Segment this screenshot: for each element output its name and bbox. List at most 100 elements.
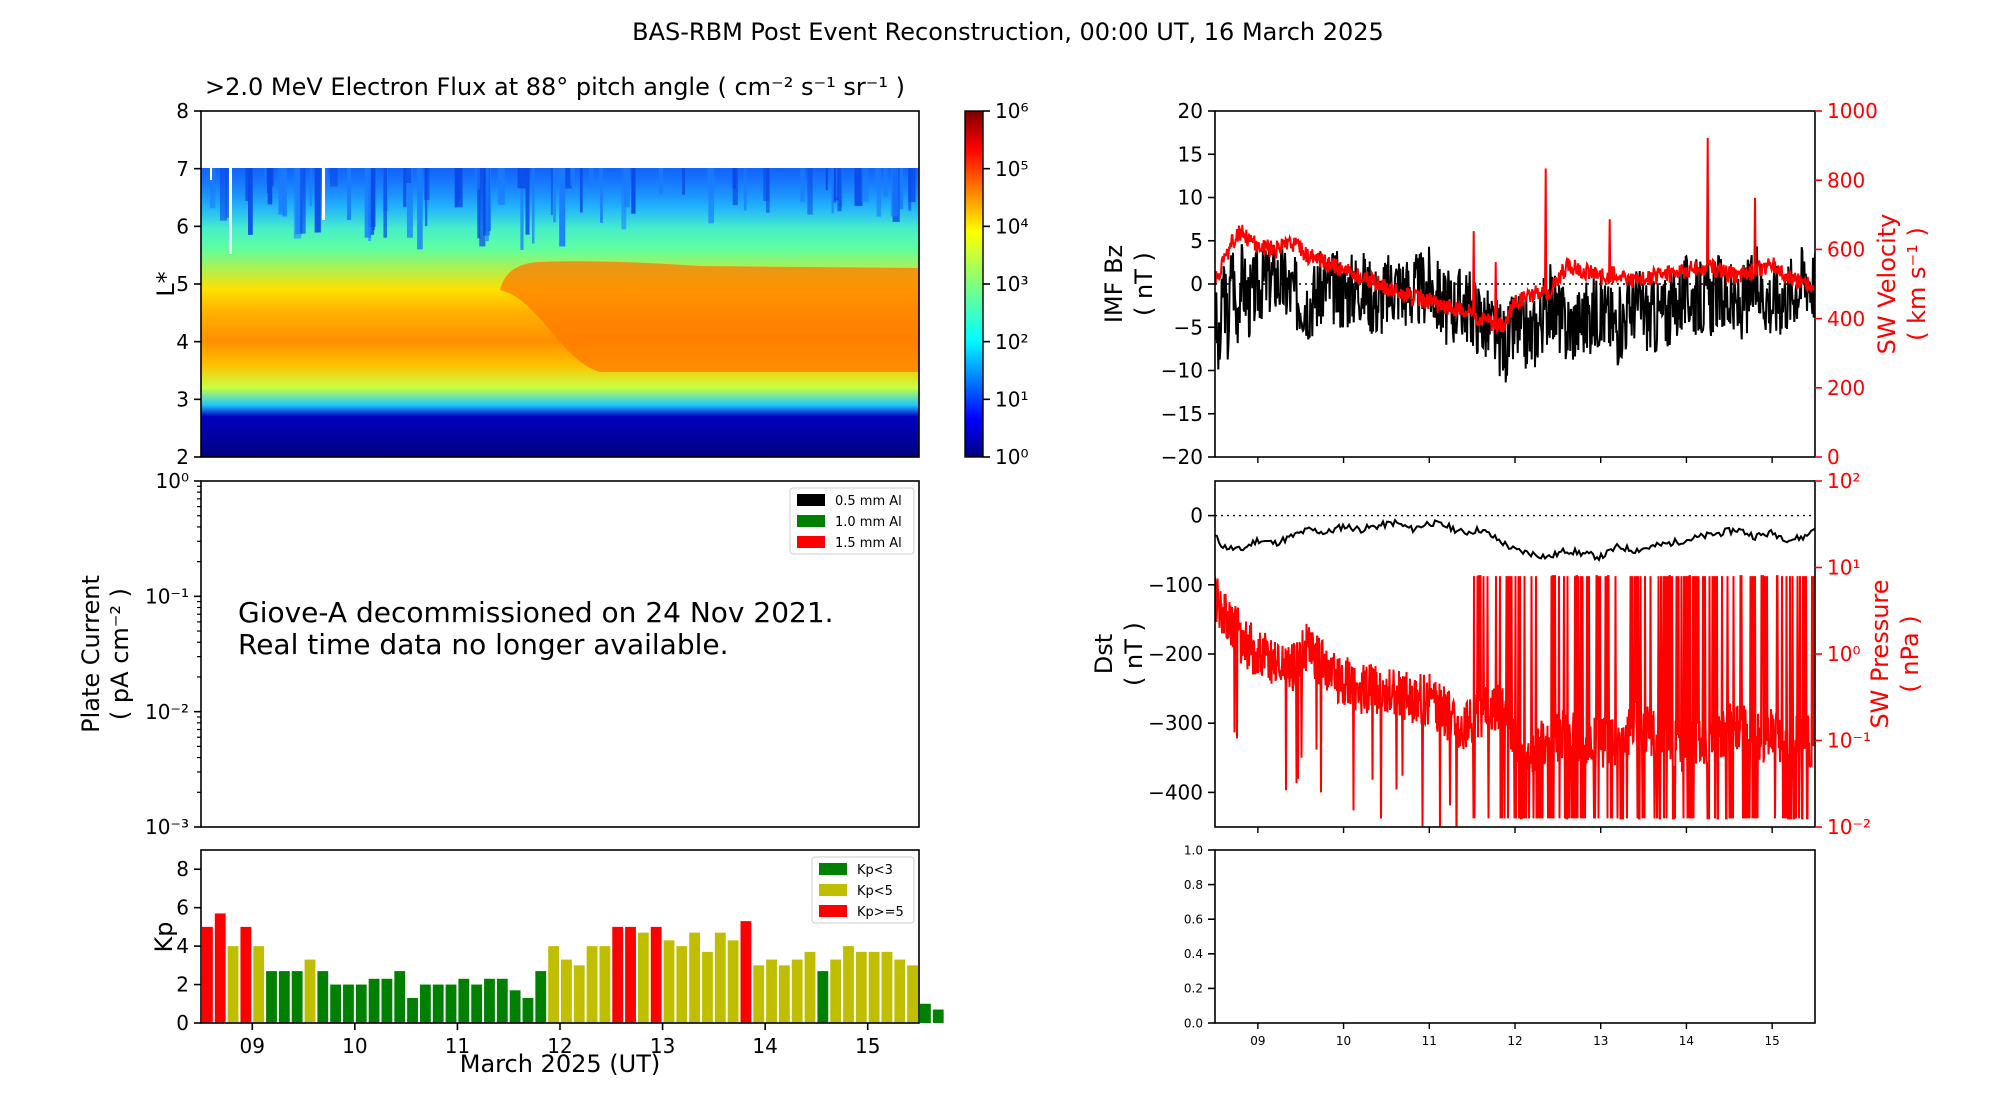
kp-bar (766, 959, 777, 1023)
kp-bar (522, 998, 534, 1023)
flux-streak (825, 168, 828, 191)
kp-bar (830, 959, 842, 1023)
y-tick-label: 1000 (1827, 99, 1878, 123)
kp-bar (202, 926, 213, 1023)
kp-bar (586, 946, 598, 1023)
flux-streak (631, 168, 636, 214)
y-tick-label: 4 (176, 934, 189, 958)
flux-streak (347, 168, 351, 220)
kp-bar (432, 984, 444, 1023)
y-tick-label: 10³ (995, 272, 1028, 296)
y-tick-label: −400 (1148, 780, 1203, 804)
flux-data-gap (229, 168, 232, 254)
y-tick-label: 8 (176, 99, 189, 123)
y-tick-label: 600 (1827, 238, 1865, 262)
flux-streak (520, 168, 524, 250)
flux-ylabel: L* (152, 271, 180, 296)
flux-streak (763, 168, 770, 202)
kp-bar (509, 990, 521, 1023)
imf-ylabel-units: ( nT ) (1130, 252, 1158, 316)
flux-streak (248, 168, 253, 235)
flux-streak (707, 168, 711, 184)
y-tick-label: 0.0 (1184, 1016, 1203, 1030)
x-tick-label: 11 (445, 1034, 470, 1058)
kp-legend: Kp<3 Kp<5 Kp>=5 (811, 856, 915, 924)
y-tick-label: 10⁻³ (145, 815, 189, 839)
flux-streak (908, 168, 916, 203)
y-tick-label: 0.8 (1184, 878, 1203, 892)
kp-bar (843, 946, 854, 1023)
kp-bar (676, 946, 688, 1023)
kp-bar (881, 951, 893, 1023)
flux-streak (314, 168, 321, 233)
flux-streak (624, 168, 630, 208)
kp-bar (291, 971, 303, 1023)
flux-streak (267, 168, 273, 205)
flux-streak (553, 168, 556, 223)
flux-empty-region (201, 111, 919, 168)
flux-streaks (209, 168, 916, 250)
x-tick-label: 12 (547, 1034, 572, 1058)
flux-streak (406, 168, 412, 184)
kp-bar (330, 984, 342, 1023)
kp-bar (689, 932, 701, 1023)
y-tick-label: 8 (176, 857, 189, 881)
flux-data-gap (322, 168, 325, 220)
kp-bar (278, 971, 290, 1023)
kp-bar (932, 1009, 944, 1023)
x-tick-label: 11 (1422, 1034, 1437, 1048)
kp-bar (240, 926, 252, 1023)
x-tick-label: 15 (855, 1034, 880, 1058)
x-tick-label: 13 (650, 1034, 675, 1058)
empty-y-axis: 0.0 0.2 0.4 0.6 0.8 1.0 (1184, 843, 1215, 1030)
kp-x-axis: 09 10 11 12 13 14 15 (240, 1023, 880, 1058)
flux-streak (263, 168, 267, 188)
flux-streak (570, 168, 575, 186)
figure-title: BAS-RBM Post Event Reconstruction, 00:00… (632, 18, 1384, 46)
y-tick-label: 10⁻² (145, 700, 189, 724)
x-tick-label: 10 (1336, 1034, 1351, 1048)
y-tick-label: 2 (176, 973, 189, 997)
flux-streak (890, 168, 899, 217)
y-tick-label: 15 (1178, 142, 1203, 166)
kp-bar (227, 946, 239, 1023)
y-tick-label: 200 (1827, 376, 1865, 400)
flux-streak (564, 168, 572, 189)
flux-streak (383, 168, 387, 238)
empty-panel: 0.0 0.2 0.4 0.6 0.8 1.0 09 10 11 12 13 14 15 (1184, 843, 1816, 1048)
flux-streak (278, 168, 285, 215)
kp-bar (855, 951, 867, 1023)
flux-title: >2.0 MeV Electron Flux at 88° pitch angl… (205, 73, 905, 101)
y-tick-label: 5 (176, 272, 189, 296)
flux-streak (219, 168, 227, 221)
flux-streak (403, 168, 407, 208)
flux-streak (854, 168, 863, 206)
y-tick-label: 7 (176, 157, 189, 181)
dst-ylabel-units: ( nT ) (1120, 622, 1148, 686)
y-tick-label: 1.0 (1184, 843, 1203, 857)
y-tick-label: 0.2 (1184, 982, 1203, 996)
plate-y-axis: 10⁻³ 10⁻² 10⁻¹ 10⁰ (145, 469, 201, 839)
y-tick-label: 400 (1827, 307, 1865, 331)
imf-y-axis: −20 −15 −10 −5 0 5 10 15 20 (1161, 99, 1215, 469)
imf-x-ticks (1257, 457, 1773, 463)
y-tick-label: 10⁰ (1827, 642, 1860, 666)
kp-bar (599, 946, 611, 1023)
plate-legend-label: 0.5 mm Al (835, 494, 902, 509)
y-tick-label: 10¹ (995, 388, 1028, 412)
kp-bar (561, 959, 572, 1023)
y-tick-label: −5 (1174, 315, 1203, 339)
flux-streak (300, 168, 306, 234)
flux-outer-belt-enhancement (500, 261, 919, 372)
flux-streak (579, 168, 583, 213)
sw-velocity-y-axis: 0 200 400 600 800 1000 (1815, 99, 1878, 469)
x-tick-label: 10 (342, 1034, 367, 1058)
kp-bar (727, 940, 739, 1023)
y-tick-label: 10² (1827, 469, 1860, 493)
y-tick-label: 5 (1190, 229, 1203, 253)
y-tick-label: 0.6 (1184, 913, 1203, 927)
kp-bar (304, 959, 316, 1023)
flux-streak (555, 168, 560, 187)
kp-bar (650, 926, 662, 1023)
plate-ylabel-units: ( pA cm⁻² ) (106, 588, 134, 720)
